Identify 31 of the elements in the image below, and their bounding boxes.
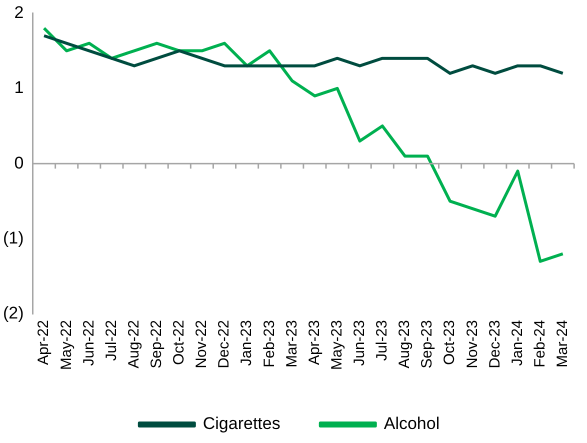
y-tick-label: 2 xyxy=(14,2,24,22)
x-tick-label: Mar-24 xyxy=(554,320,571,368)
x-tick-label: Jun-22 xyxy=(80,320,98,366)
y-tick-label: (2) xyxy=(2,304,24,323)
legend-label: Alcohol xyxy=(384,414,440,434)
x-tick-label: Sep-23 xyxy=(418,320,436,368)
y-tick-label: 1 xyxy=(14,78,24,98)
x-tick-label: Nov-23 xyxy=(464,320,481,368)
x-tick-label: Oct-23 xyxy=(441,320,458,365)
x-tick-label: Jan-24 xyxy=(508,320,526,366)
x-tick-label: Feb-23 xyxy=(260,320,278,368)
legend-label: Cigarettes xyxy=(202,414,280,434)
x-tick-label: May-23 xyxy=(328,320,346,370)
x-tick-label: Sep-22 xyxy=(148,320,165,368)
x-tick-label: Oct-22 xyxy=(170,320,188,365)
x-tick-label: Aug-23 xyxy=(396,320,414,368)
x-tick-label: Jan-23 xyxy=(238,320,256,366)
x-tick-label: Jun-23 xyxy=(350,320,368,366)
y-tick-label: 0 xyxy=(14,153,24,172)
x-tick-label: Apr-22 xyxy=(35,320,52,366)
x-tick-label: Mar-23 xyxy=(283,320,300,368)
x-tick-label: Nov-22 xyxy=(193,320,210,368)
x-tick-label: Apr-23 xyxy=(306,320,323,366)
x-tick-label: Dec-23 xyxy=(486,320,504,368)
x-tick-label: Feb-24 xyxy=(531,320,548,368)
x-tick-label: Jul-23 xyxy=(374,320,391,361)
x-tick-label: Aug-22 xyxy=(125,320,142,368)
x-tick-label: May-22 xyxy=(58,320,75,370)
x-tick-label: Jul-22 xyxy=(102,320,120,361)
x-tick-label: Dec-22 xyxy=(216,320,233,368)
y-tick-label: (1) xyxy=(2,228,24,248)
